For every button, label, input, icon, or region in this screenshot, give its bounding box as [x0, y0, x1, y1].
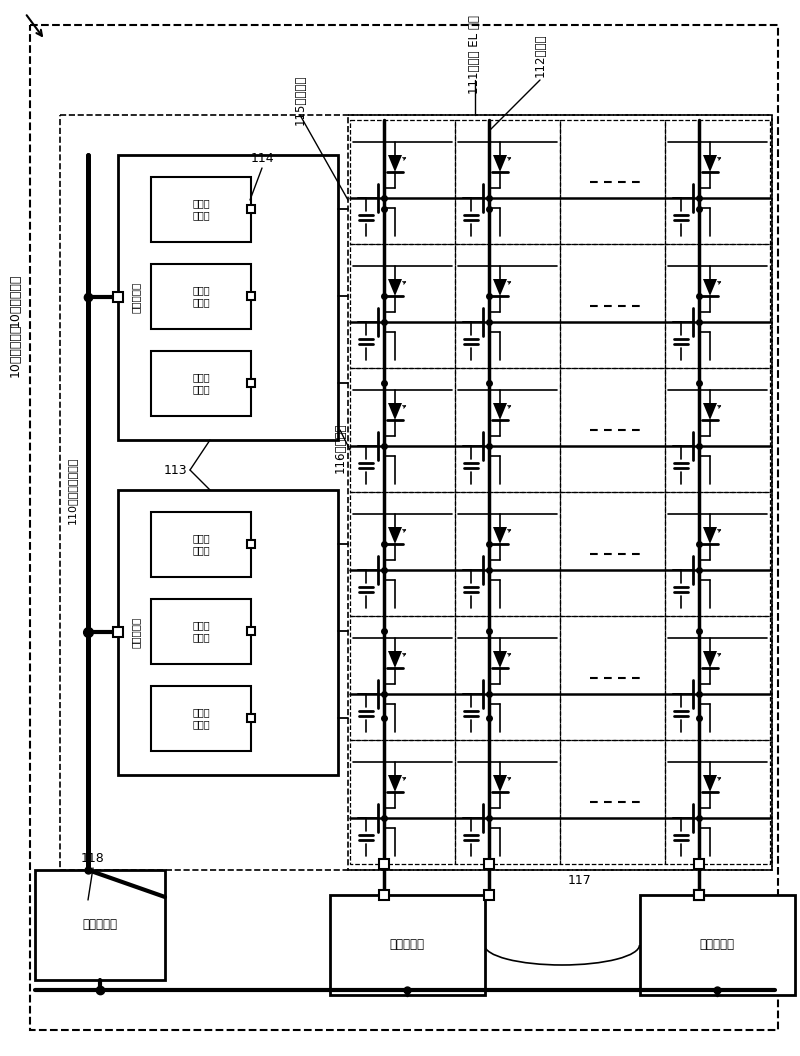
Bar — [665, 244, 770, 367]
Text: 113: 113 — [163, 464, 187, 476]
Bar — [560, 492, 665, 616]
Polygon shape — [493, 403, 507, 420]
Text: 110：显示驱动装置: 110：显示驱动装置 — [67, 456, 77, 524]
Text: 显示器
驱动器: 显示器 驱动器 — [192, 285, 210, 307]
Bar — [60, 115, 772, 870]
Polygon shape — [493, 650, 507, 668]
Bar — [350, 740, 455, 864]
Polygon shape — [493, 775, 507, 792]
Bar — [665, 740, 770, 864]
Bar — [560, 120, 665, 244]
Text: 栋极驱动器: 栋极驱动器 — [390, 939, 425, 951]
Text: 111：有机 EL 面板: 111：有机 EL 面板 — [469, 16, 482, 94]
Bar — [151, 686, 251, 751]
Text: 112：像素: 112：像素 — [534, 33, 546, 77]
Bar — [350, 492, 455, 616]
Text: 栋极驱动器: 栋极驱动器 — [699, 939, 734, 951]
Polygon shape — [703, 650, 717, 668]
Bar — [455, 616, 560, 740]
Polygon shape — [388, 403, 402, 420]
Polygon shape — [703, 527, 717, 544]
Bar — [560, 740, 665, 864]
Bar — [640, 895, 795, 995]
Bar — [330, 895, 485, 995]
Bar — [665, 616, 770, 740]
Text: 10：显示装置: 10：显示装置 — [9, 323, 22, 377]
Polygon shape — [388, 775, 402, 792]
Bar — [560, 616, 665, 740]
Bar — [665, 367, 770, 492]
Bar — [560, 367, 665, 492]
Polygon shape — [388, 155, 402, 172]
Bar — [151, 177, 251, 242]
Text: 显示器
驱动器: 显示器 驱动器 — [192, 199, 210, 220]
Bar — [455, 367, 560, 492]
Polygon shape — [703, 279, 717, 296]
Bar — [118, 155, 338, 440]
Text: 显示器
驱动器: 显示器 驱动器 — [192, 708, 210, 729]
Polygon shape — [703, 155, 717, 172]
Text: 118: 118 — [81, 851, 105, 865]
Bar — [455, 740, 560, 864]
Text: 114: 114 — [250, 151, 274, 165]
Bar — [151, 264, 251, 329]
Polygon shape — [388, 279, 402, 296]
Text: 116：栋极线: 116：栋极线 — [334, 422, 346, 473]
Bar — [665, 492, 770, 616]
Bar — [350, 120, 455, 244]
Polygon shape — [493, 155, 507, 172]
Bar — [151, 599, 251, 664]
Bar — [348, 115, 772, 870]
Bar — [560, 244, 665, 367]
Text: 显示器
驱动器: 显示器 驱动器 — [192, 372, 210, 394]
Bar — [455, 244, 560, 367]
Bar — [455, 492, 560, 616]
Bar — [350, 616, 455, 740]
Bar — [455, 120, 560, 244]
Text: 源极驱动器: 源极驱动器 — [131, 617, 141, 647]
Text: 源极驱动器: 源极驱动器 — [131, 281, 141, 313]
Text: 117: 117 — [568, 873, 592, 886]
Text: 显示器
驱动器: 显示器 驱动器 — [192, 533, 210, 554]
Bar — [151, 512, 251, 577]
Bar — [151, 351, 251, 416]
Polygon shape — [388, 527, 402, 544]
Bar — [350, 244, 455, 367]
Bar — [665, 120, 770, 244]
Bar — [35, 870, 165, 980]
Bar — [350, 367, 455, 492]
Polygon shape — [493, 279, 507, 296]
Polygon shape — [703, 775, 717, 792]
Text: 115：源极线: 115：源极线 — [294, 75, 306, 126]
Polygon shape — [703, 403, 717, 420]
Text: 显示器
驱动器: 显示器 驱动器 — [192, 620, 210, 642]
Text: 10：显示装置: 10：显示装置 — [9, 274, 22, 326]
Polygon shape — [493, 527, 507, 544]
Polygon shape — [388, 650, 402, 668]
Text: 系统控制器: 系统控制器 — [82, 919, 118, 931]
Bar — [118, 490, 338, 775]
